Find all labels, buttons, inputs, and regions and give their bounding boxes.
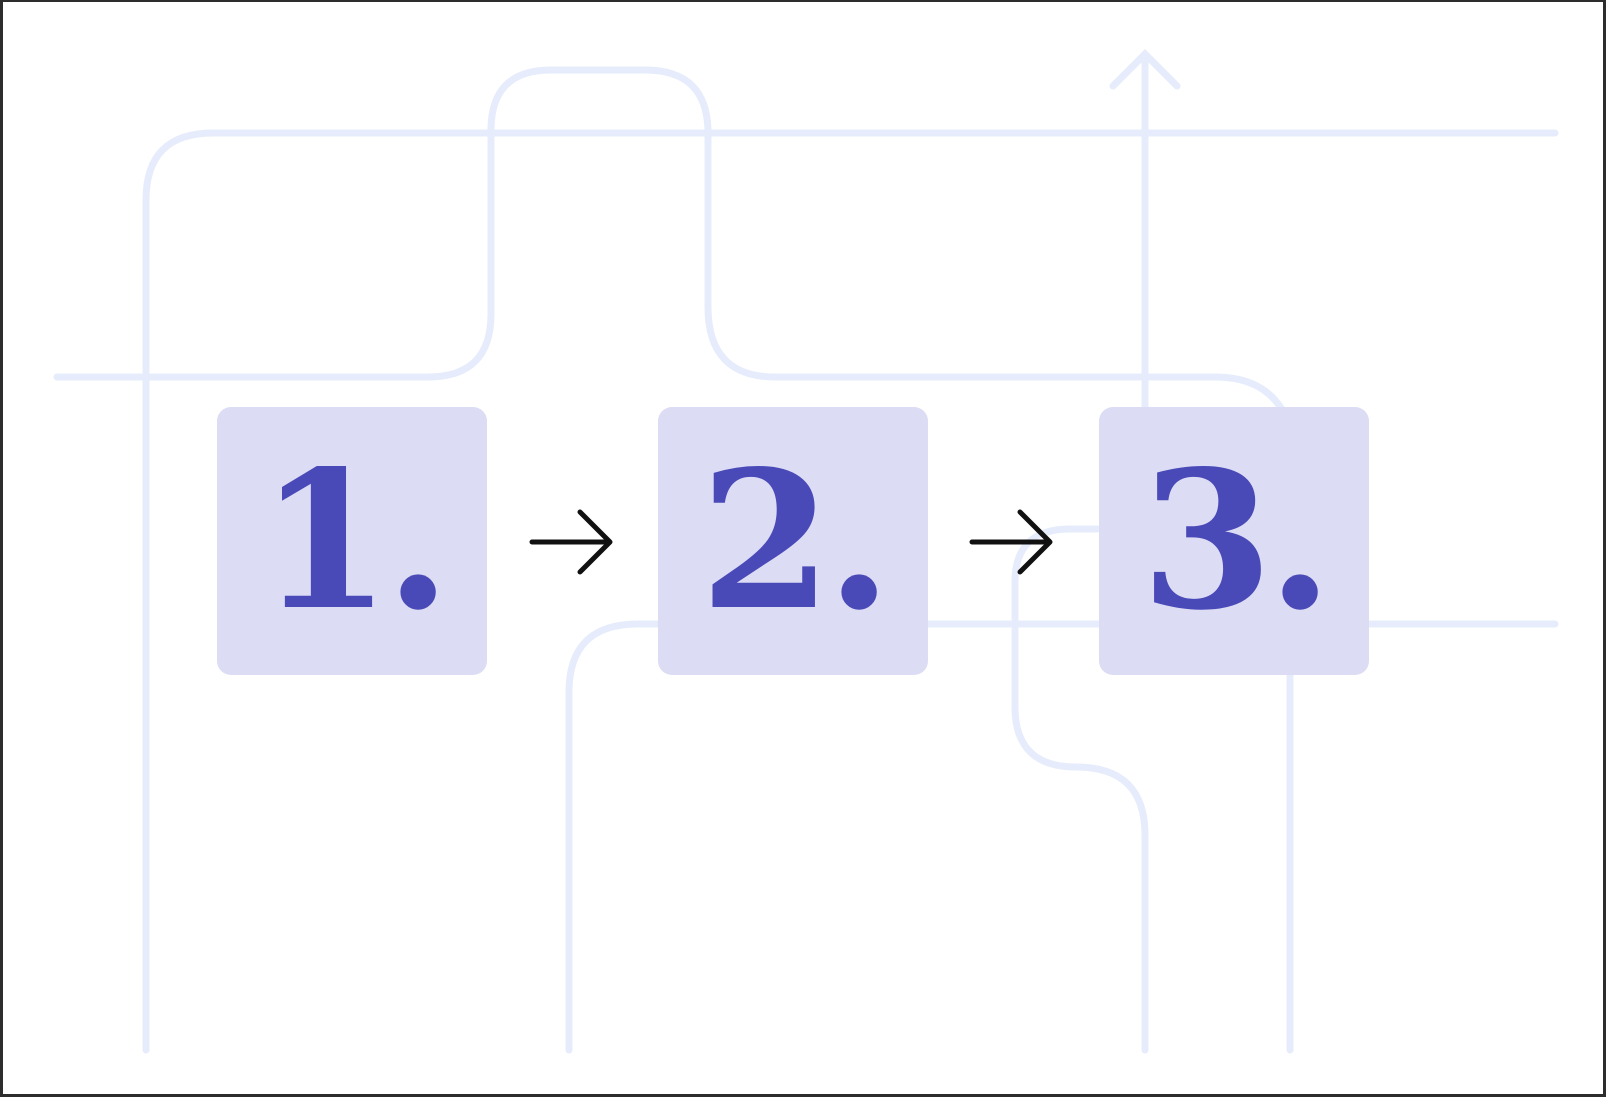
step-box-3: 3. (1099, 407, 1369, 675)
step-number-3: 3. (1140, 429, 1333, 652)
step-box-1: 1. (217, 407, 487, 675)
network-line (565, 620, 1559, 1054)
step-number-1: 1. (258, 429, 451, 652)
arrow-right-icon (529, 509, 613, 575)
network-line (1109, 49, 1181, 90)
arrow-right-icon (969, 509, 1053, 575)
step-number-2: 2. (699, 429, 892, 652)
network-line (142, 129, 1559, 1054)
step-box-2: 2. (658, 407, 928, 675)
network-line (53, 66, 1285, 412)
